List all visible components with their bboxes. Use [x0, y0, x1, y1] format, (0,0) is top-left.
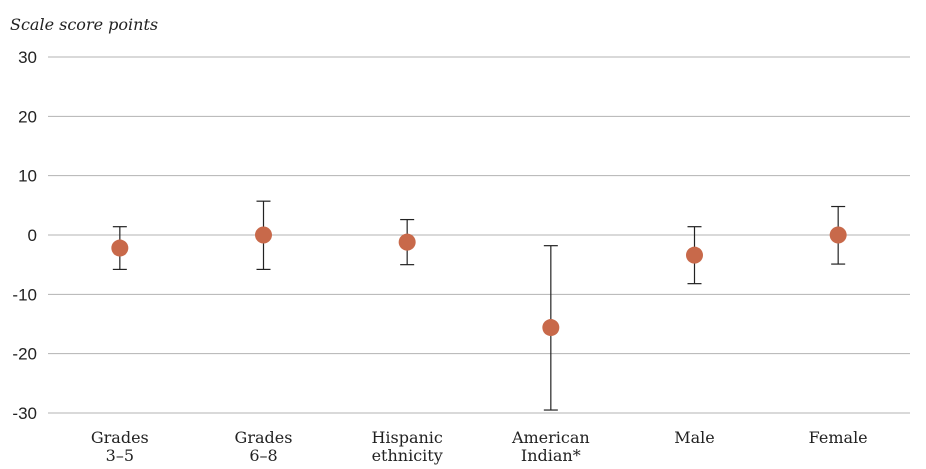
y-tick-label: 10	[18, 167, 37, 186]
data-point	[111, 239, 129, 257]
y-tick-label: 20	[18, 107, 37, 126]
data-point	[686, 246, 703, 264]
y-tick-label: -30	[12, 404, 37, 423]
category-label-line: Grades	[91, 428, 149, 447]
error-bars	[112, 200, 846, 411]
data-point	[542, 319, 560, 337]
category-label-line: American	[511, 428, 590, 447]
category-label-line: Grades	[235, 428, 293, 447]
category-label-line: ethnicity	[372, 446, 443, 465]
category-label: Grades 6–8	[235, 428, 293, 465]
y-tick-label: 0	[28, 226, 37, 245]
category-label: Female	[809, 428, 868, 447]
y-tick-label: -20	[12, 345, 37, 364]
category-label: Male	[674, 428, 715, 447]
y-tick-label: 30	[18, 48, 37, 67]
y-tick-labels: 30 20 10 0 -10 -20 -30	[12, 48, 37, 423]
gridlines	[48, 56, 910, 414]
category-label-line: Hispanic	[371, 428, 442, 447]
data-points	[111, 226, 847, 337]
category-label-line: 3–5	[106, 446, 134, 465]
category-label-line: 6–8	[249, 446, 277, 465]
category-label: American Indian*	[511, 428, 590, 465]
category-label-line: Male	[674, 428, 715, 447]
category-label-line: Female	[809, 428, 868, 447]
category-label: Grades 3–5	[91, 428, 149, 465]
data-point	[829, 226, 847, 244]
y-tick-label: -10	[12, 285, 37, 304]
y-axis-label: Scale score points	[10, 15, 158, 34]
data-point	[398, 233, 416, 251]
category-label: Hispanic ethnicity	[371, 428, 442, 465]
data-point	[255, 226, 272, 244]
category-label-line: Indian*	[521, 446, 581, 465]
